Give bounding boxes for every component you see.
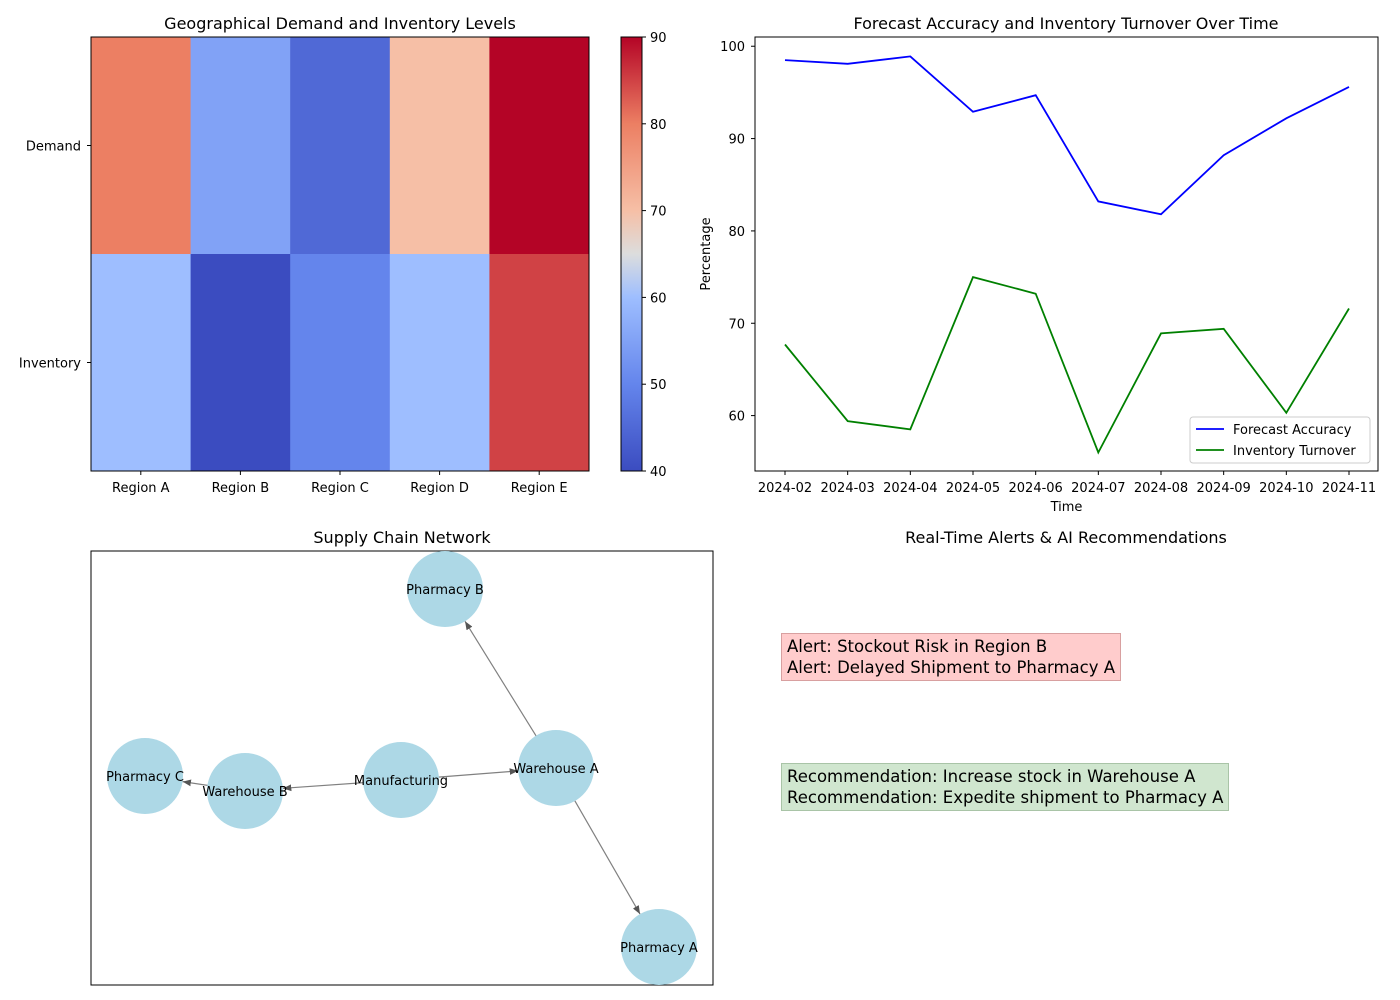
x-tick-label: Region E [511, 481, 568, 496]
network-node [363, 742, 439, 818]
network-node [621, 909, 697, 985]
colorbar-tick-label: 80 [650, 118, 667, 133]
recommendation-item: Recommendation: Expedite shipment to Pha… [787, 788, 1224, 807]
y-tick-label: 80 [728, 225, 745, 240]
heatmap-cell [91, 254, 192, 472]
colorbar-gradient [620, 36, 643, 472]
heatmap-cell [389, 37, 490, 255]
heatmap-cell [290, 254, 391, 472]
x-tick-label: 2024-02 [758, 481, 812, 496]
y-tick-label: Demand [26, 140, 81, 155]
colorbar-tick-label: 70 [650, 205, 667, 220]
y-axis-label: Percentage [699, 217, 714, 290]
heatmap-cell [190, 254, 291, 472]
network-node-label: Pharmacy C [106, 770, 184, 785]
alert-item: Alert: Delayed Shipment to Pharmacy A [787, 658, 1116, 677]
x-tick-label: 2024-10 [1259, 481, 1313, 496]
x-tick-label: Region A [112, 481, 170, 496]
y-tick-label: 100 [720, 40, 745, 55]
y-tick-label: Inventory [19, 357, 81, 372]
network-node [107, 738, 183, 814]
alert-item: Alert: Stockout Risk in Region B [787, 637, 1048, 656]
network-node-label: Pharmacy A [620, 941, 698, 956]
network-graph: Manufacturing Warehouse A Warehouse B Pharm… [106, 551, 698, 985]
network-node [518, 730, 594, 806]
x-tick-label: 2024-03 [821, 481, 875, 496]
network-node [407, 551, 483, 627]
heatmap-cell [91, 37, 192, 255]
heatmap: Region A Region B Region C Region D Region E… [19, 36, 590, 496]
series-line-2 [784, 276, 1350, 455]
legend: Forecast Accuracy Inventory Turnover [1189, 416, 1371, 464]
recommendations-box: Recommendation: Increase stock in Wareho… [781, 763, 1230, 811]
x-tick-label: 2024-07 [1071, 481, 1125, 496]
y-tick-label: 60 [728, 410, 745, 425]
x-tick-label: Region D [410, 481, 469, 496]
heatmap-cell [489, 37, 590, 255]
x-tick-label: 2024-04 [883, 481, 937, 496]
colorbar-tick-label: 50 [650, 378, 667, 393]
heatmap-cell [190, 37, 291, 255]
series-line-1 [784, 55, 1350, 216]
x-tick-label: 2024-08 [1134, 481, 1188, 496]
alerts-box: Alert: Stockout Risk in Region B Alert: … [781, 633, 1122, 681]
colorbar-tick-label: 90 [650, 31, 667, 46]
network-node-label: Warehouse B [202, 785, 287, 800]
x-axis-label: Time [1050, 500, 1083, 515]
x-tick-label: 2024-06 [1009, 481, 1063, 496]
heatmap-title: Geographical Demand and Inventory Levels [164, 14, 516, 33]
x-tick-label: 2024-09 [1197, 481, 1251, 496]
x-tick-label: 2024-11 [1322, 481, 1376, 496]
network-node-label: Warehouse A [513, 762, 598, 777]
line-chart-title: Forecast Accuracy and Inventory Turnover… [853, 14, 1278, 33]
x-tick-label: Region B [212, 481, 270, 496]
y-tick-label: 90 [728, 133, 745, 148]
x-tick-label: Region C [311, 481, 369, 496]
heatmap-cell [489, 254, 590, 472]
heatmap-cell [290, 37, 391, 255]
legend-label: Forecast Accuracy [1233, 423, 1352, 438]
network-node [207, 753, 283, 829]
plot-frame [754, 36, 1379, 472]
y-tick-label: 70 [728, 317, 745, 332]
line-chart: 2024-02 2024-03 2024-04 2024-05 2024-06 2024-… [699, 36, 1379, 515]
network-node-label: Manufacturing [354, 774, 448, 789]
network-title: Supply Chain Network [313, 528, 491, 547]
colorbar-tick-label: 40 [650, 465, 667, 480]
colorbar-tick-label: 60 [650, 291, 667, 306]
alerts-title: Real-Time Alerts & AI Recommendations [905, 528, 1227, 547]
heatmap-cell [389, 254, 490, 472]
x-tick-label: 2024-05 [946, 481, 1000, 496]
network-frame [90, 550, 714, 986]
network-node-label: Pharmacy B [406, 583, 484, 598]
legend-label: Inventory Turnover [1233, 444, 1356, 459]
legend-frame [1189, 416, 1371, 464]
recommendation-item: Recommendation: Increase stock in Wareho… [787, 767, 1196, 786]
colorbar: 40 50 60 70 80 90 [620, 31, 667, 480]
